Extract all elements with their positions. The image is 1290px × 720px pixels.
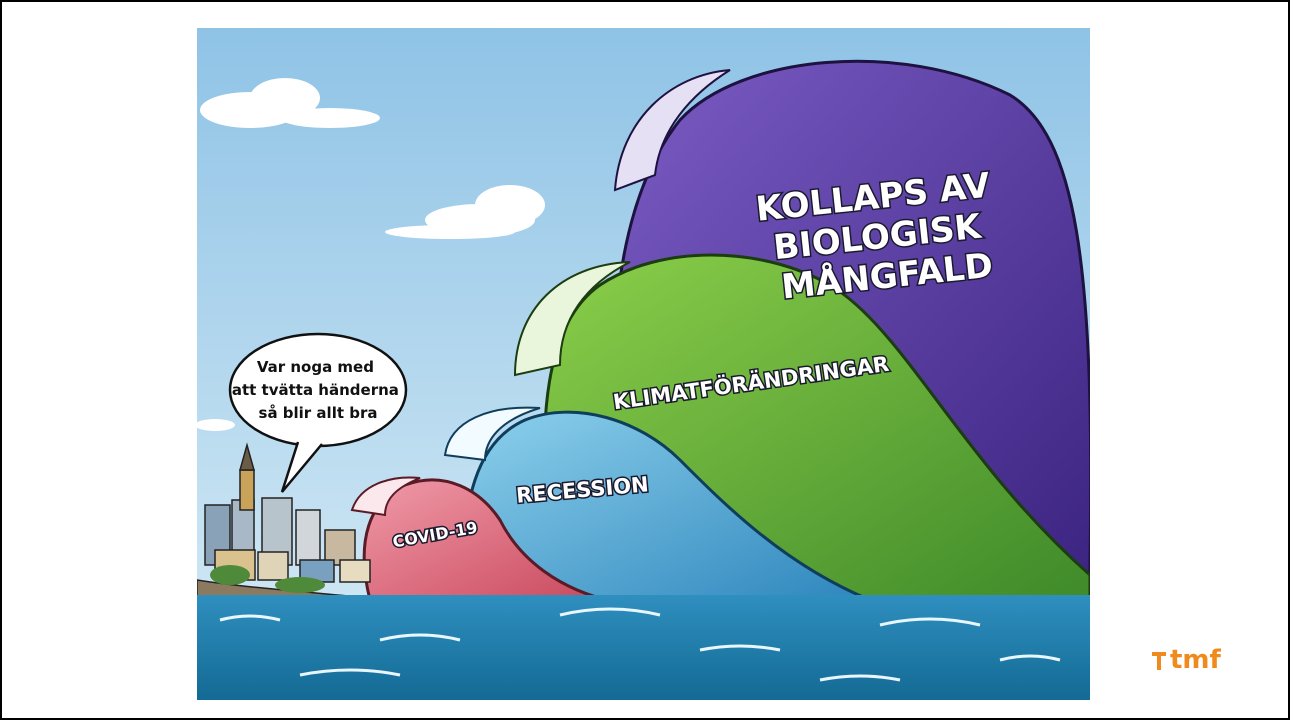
speech-line: att tvätta händerna xyxy=(232,381,399,399)
logo: tmf xyxy=(1152,645,1222,675)
biodiversity-label: KOLLAPS AV BIOLOGISK MÅNGFALD xyxy=(754,164,1012,309)
speech-line: Var noga med xyxy=(257,358,374,376)
illustration: Var noga med att tvätta händerna så blir… xyxy=(195,28,1091,700)
logo-text: tmf xyxy=(1170,645,1222,675)
slide: Var noga med att tvätta händerna så blir… xyxy=(0,0,1290,720)
speech-line: så blir allt bra xyxy=(259,404,378,422)
